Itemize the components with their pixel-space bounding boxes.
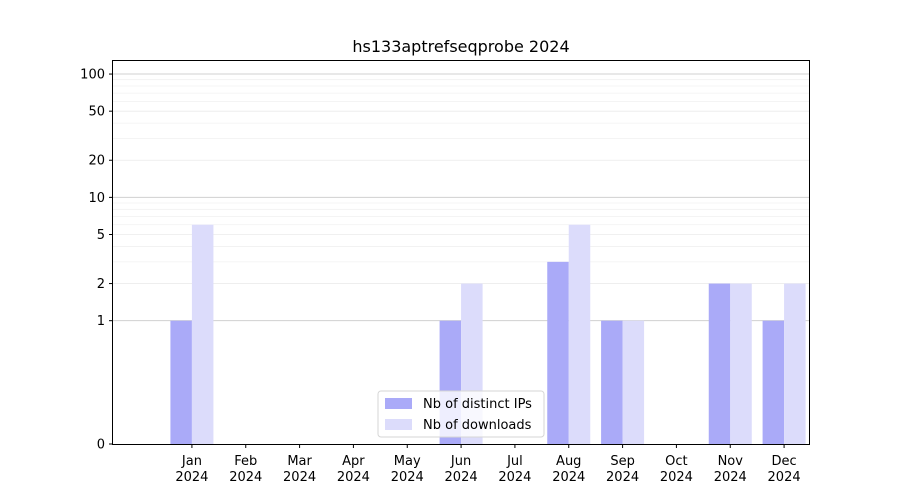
x-tick-label-month: Jan — [181, 454, 202, 469]
bar-downloads — [730, 283, 752, 444]
x-tick-label-year: 2024 — [175, 470, 208, 485]
x-tick-label-year: 2024 — [337, 470, 370, 485]
x-tick-label-month: Aug — [556, 454, 581, 469]
legend-label: Nb of downloads — [423, 418, 532, 433]
legend-swatch — [385, 419, 412, 430]
x-tick-label-year: 2024 — [714, 470, 747, 485]
bar-downloads — [622, 320, 645, 444]
x-tick-label-month: Dec — [772, 454, 797, 469]
bar-downloads — [191, 224, 214, 444]
x-tick-label-month: Sep — [610, 454, 635, 469]
y-tick-label: 2 — [97, 277, 105, 292]
x-tick-label-month: Mar — [287, 454, 312, 469]
y-tick-label: 5 — [97, 228, 105, 243]
bar-downloads — [784, 283, 806, 444]
axes: 0125102050100Jan2024Feb2024Mar2024Apr202… — [80, 68, 800, 485]
legend-box — [377, 390, 545, 438]
bar-distinct-ips — [708, 283, 731, 444]
x-tick-label-year: 2024 — [768, 470, 801, 485]
y-tick-label: 100 — [80, 68, 105, 83]
grid-lines — [113, 73, 809, 322]
bar-distinct-ips — [601, 320, 623, 444]
y-tick-label: 50 — [88, 105, 105, 120]
x-tick-label-month: Apr — [342, 454, 365, 469]
x-tick-label-month: Feb — [234, 454, 257, 469]
x-tick-label-month: Nov — [718, 454, 744, 469]
bar-distinct-ips — [547, 261, 569, 444]
chart-title: hs133aptrefseqprobe 2024 — [352, 37, 569, 56]
x-tick-label-year: 2024 — [498, 470, 531, 485]
y-tick-label: 10 — [88, 191, 105, 206]
x-tick-label-month: May — [394, 454, 421, 469]
x-tick-label-year: 2024 — [552, 470, 585, 485]
bar-downloads — [568, 224, 591, 444]
legend-label: Nb of distinct IPs — [423, 397, 532, 412]
x-tick-label-year: 2024 — [606, 470, 639, 485]
bar-distinct-ips — [170, 320, 192, 444]
x-tick-label-year: 2024 — [660, 470, 693, 485]
bar-distinct-ips — [762, 320, 785, 444]
x-tick-label-month: Jun — [450, 454, 471, 469]
x-tick-label-year: 2024 — [229, 470, 262, 485]
x-tick-label-year: 2024 — [445, 470, 478, 485]
x-tick-label-year: 2024 — [283, 470, 316, 485]
legend-swatch — [385, 398, 412, 409]
x-tick-label-month: Oct — [665, 454, 687, 469]
x-tick-label-month: Jul — [506, 454, 523, 469]
y-tick-label: 0 — [97, 438, 105, 453]
bars — [170, 224, 806, 444]
y-tick-label: 20 — [88, 154, 105, 169]
y-tick-label: 1 — [97, 314, 105, 329]
legend: Nb of distinct IPs Nb of downloads — [377, 390, 545, 438]
x-tick-label-year: 2024 — [391, 470, 424, 485]
